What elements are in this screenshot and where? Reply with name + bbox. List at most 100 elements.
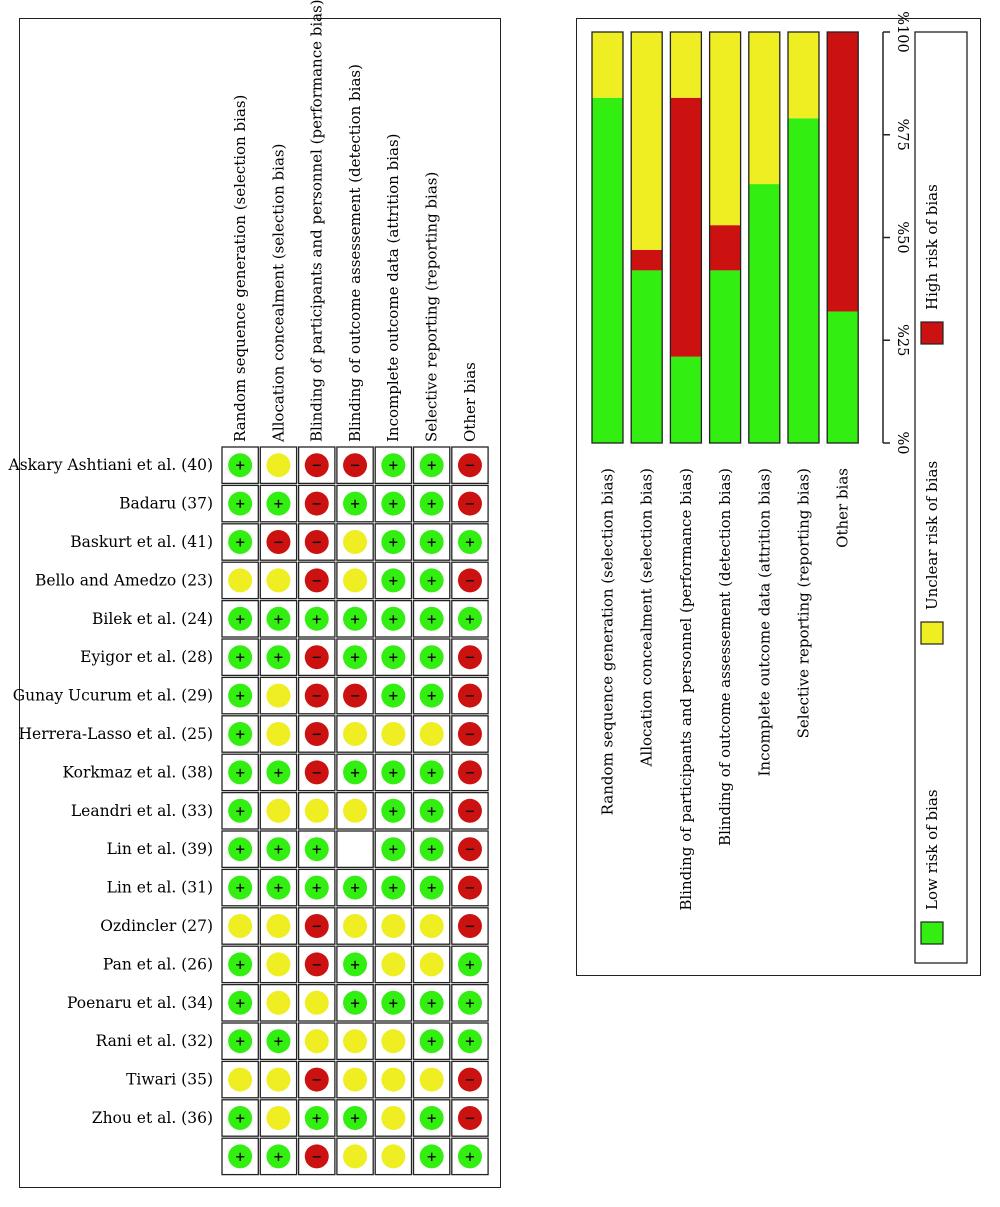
rating-dot-low — [419, 568, 444, 593]
rating-dot-low — [419, 645, 444, 670]
risk-of-bias-graph: Random sequence generation (selection bi… — [591, 11, 968, 964]
rating-dot-high — [304, 645, 329, 670]
rating-dot-low — [228, 1106, 253, 1130]
grid-cell — [297, 907, 336, 945]
rating-symbol: + — [235, 1035, 246, 1050]
rating-symbol: − — [464, 1073, 475, 1088]
rating-symbol: + — [350, 497, 361, 512]
rating-symbol: + — [388, 804, 399, 819]
rating-symbol: − — [311, 651, 322, 666]
rating-symbol: + — [464, 536, 475, 551]
rating-symbol: − — [464, 459, 475, 474]
rating-symbol: + — [273, 843, 284, 858]
rating-symbol: + — [235, 689, 246, 704]
rating-symbol: − — [311, 459, 322, 474]
rating-symbol: − — [311, 689, 322, 704]
rating-dot-low — [266, 837, 291, 862]
bar-segment — [709, 270, 741, 443]
rating-dot-unclear — [266, 568, 291, 593]
rating-dot-high — [304, 1144, 329, 1169]
rating-symbol: − — [464, 843, 475, 858]
rating-symbol: + — [350, 612, 361, 627]
legend-swatch — [920, 921, 944, 945]
rating-symbol: − — [311, 536, 322, 551]
rating-symbol: − — [464, 881, 475, 896]
rating-dot-unclear — [266, 914, 291, 938]
rating-dot-low — [228, 798, 253, 823]
rating-dot-high — [343, 453, 368, 478]
rating-dot-unclear — [228, 1067, 253, 1092]
rating-symbol: + — [235, 536, 246, 551]
risk-of-bias-summary: Random sequence generation (selection bi… — [8, 0, 489, 1176]
rating-symbol: + — [426, 612, 437, 627]
bar-segment — [788, 118, 819, 443]
rating-symbol: + — [273, 497, 284, 512]
rating-dot-low — [381, 683, 406, 708]
rating-dot-unclear — [419, 1067, 444, 1092]
rating-dot-low — [228, 990, 253, 1015]
rating-symbol: + — [388, 459, 399, 474]
rating-dot-high — [304, 760, 329, 785]
rating-symbol: − — [464, 497, 475, 512]
rating-dot-low — [228, 875, 253, 900]
rating-dot-unclear — [266, 798, 291, 823]
domain-header: Blinding of participants and personnel (… — [308, 0, 326, 442]
grid-cell — [336, 638, 374, 677]
rating-dot-high — [343, 683, 368, 708]
rating-dot-low — [228, 491, 253, 516]
rating-symbol: − — [464, 689, 475, 704]
rating-dot-low — [266, 606, 291, 631]
rating-symbol: + — [426, 1150, 437, 1165]
rating-symbol: + — [235, 728, 246, 743]
rating-dot-unclear — [381, 722, 406, 746]
rating-dot-unclear — [266, 453, 291, 478]
rating-dot-low — [343, 760, 368, 785]
study-label: Korkmaz et al. (38) — [62, 763, 213, 781]
rating-dot-low — [304, 875, 329, 900]
rating-dot-high — [457, 683, 482, 708]
rating-dot-low — [381, 606, 406, 631]
rating-symbol: − — [350, 459, 361, 474]
rating-dot-high — [304, 683, 329, 708]
rating-symbol: − — [311, 574, 322, 589]
rating-symbol: + — [273, 1035, 284, 1050]
grid-cell — [259, 446, 298, 485]
rating-dot-unclear — [343, 568, 368, 593]
domain-header: Other bias — [461, 362, 479, 442]
study-label: Badaru (37) — [119, 495, 213, 513]
rating-dot-unclear — [381, 1144, 406, 1169]
rating-dot-low — [419, 798, 444, 823]
rating-dot-unclear — [381, 914, 406, 938]
rating-dot-low — [419, 453, 444, 478]
category-label: Blinding of outcome assessement (detecti… — [716, 468, 734, 846]
grid-cell — [374, 599, 413, 638]
rating-dot-low — [381, 645, 406, 670]
rating-dot-low — [343, 606, 368, 631]
rating-symbol: + — [464, 1035, 475, 1050]
rating-dot-low — [343, 491, 368, 516]
bar-segment — [748, 184, 780, 443]
bar-segment — [788, 32, 819, 119]
rating-dot-low — [343, 645, 368, 670]
rating-dot-unclear — [419, 722, 444, 746]
rating-symbol: + — [388, 996, 399, 1011]
rating-dot-low — [419, 1106, 444, 1130]
rating-dot-low — [228, 722, 253, 746]
rating-symbol: − — [464, 1112, 475, 1127]
rating-dot-low — [228, 453, 253, 478]
rating-dot-high — [457, 491, 482, 516]
rating-dot-low — [457, 952, 482, 977]
rating-dot-low — [381, 530, 406, 554]
bar-outline — [748, 31, 781, 444]
rating-dot-unclear — [343, 1144, 368, 1169]
grid-cell — [221, 599, 259, 638]
bar-segment — [670, 97, 702, 357]
rating-symbol: + — [311, 612, 322, 627]
bar-segment — [670, 32, 702, 98]
category-label: Allocation concealment (selection bias) — [638, 468, 656, 767]
grid-cell — [336, 830, 374, 869]
rating-symbol: + — [235, 1150, 246, 1165]
bar-segment — [748, 32, 780, 185]
rating-symbol: + — [273, 612, 284, 627]
rating-dot-high — [304, 568, 329, 593]
